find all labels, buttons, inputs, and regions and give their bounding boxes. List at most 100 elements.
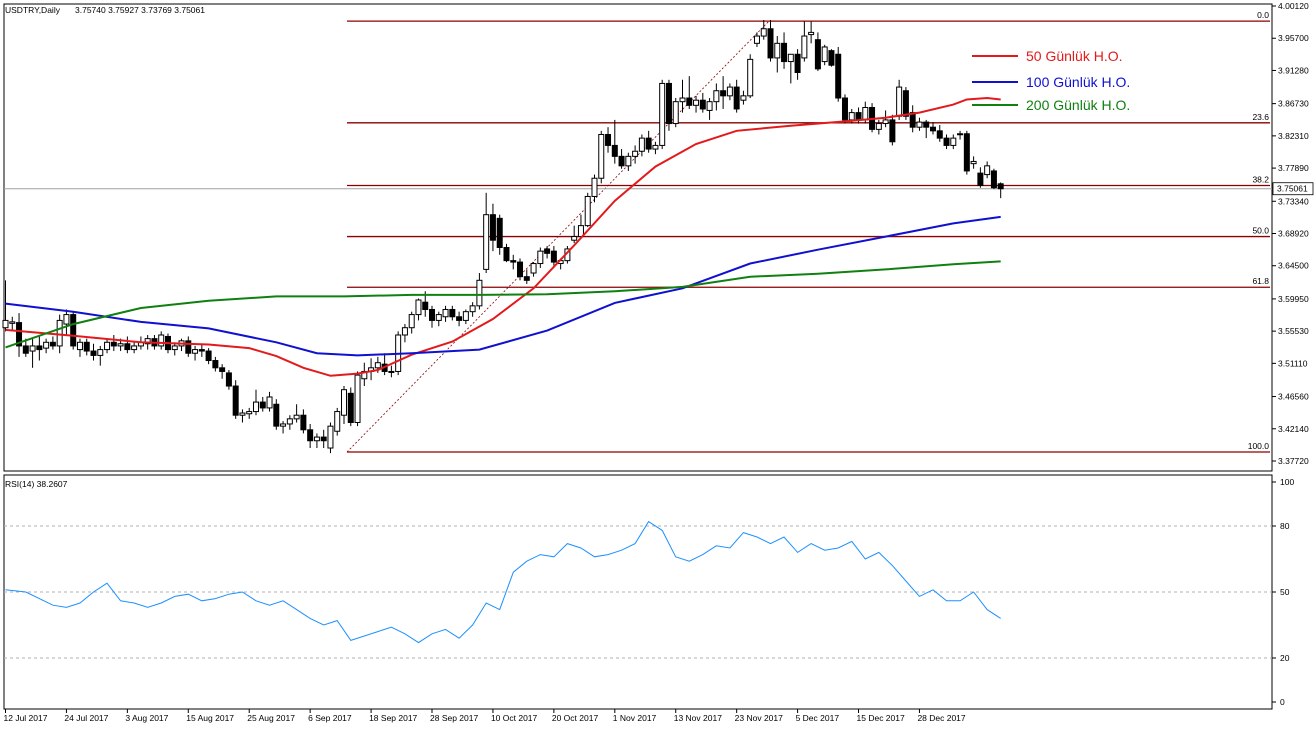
candle-body (672, 101, 679, 125)
candle-body (70, 314, 77, 347)
candle-body (22, 345, 29, 354)
candle-body (252, 401, 259, 413)
candle-body (374, 362, 381, 369)
candle-body (259, 401, 266, 409)
candle-body (760, 28, 767, 37)
y-tick-label: 3.68920 (1278, 229, 1309, 239)
candle-body (787, 53, 794, 63)
candle-body (936, 130, 943, 139)
candle-body (990, 170, 997, 189)
candle-body (550, 250, 557, 263)
candle-body (266, 396, 273, 409)
candle-body (821, 46, 828, 63)
candle-body (957, 133, 964, 136)
candle-body (591, 177, 598, 197)
candle-body (293, 414, 300, 420)
candle-body (517, 261, 524, 278)
candle-body (814, 39, 821, 70)
x-tick-label: 18 Sep 2017 (369, 713, 417, 723)
candle-body (36, 345, 43, 351)
candle-body (699, 99, 706, 110)
x-tick-label: 6 Sep 2017 (308, 713, 352, 723)
candle-body (16, 322, 23, 347)
rsi-line (5, 520, 1001, 644)
candle-body (645, 137, 652, 150)
candle-body (320, 436, 327, 442)
fibonacci-retracement[interactable]: 0.0 23.6 38.2 50.0 61.8 100.0 (4, 10, 1272, 453)
candle-body (225, 372, 232, 387)
rsi-y-tick-label: 50 (1280, 587, 1290, 597)
candle-body (56, 319, 63, 347)
candle-body (341, 389, 347, 416)
candle-body (841, 97, 848, 121)
candle-body (781, 42, 788, 63)
candle-body (496, 217, 503, 248)
candle-body (198, 349, 205, 352)
rsi-y-tick-label: 80 (1280, 521, 1290, 531)
candle-body (401, 327, 408, 336)
candle-body (449, 308, 456, 318)
candle-body (205, 350, 212, 362)
main-panel-border (3, 3, 1273, 472)
candle-body (462, 311, 469, 321)
candle-body (388, 370, 395, 373)
candle-body (747, 58, 754, 97)
candle-body (483, 214, 490, 270)
candle-body (929, 126, 936, 132)
candle-body (801, 35, 808, 59)
candle-body (706, 101, 713, 111)
candle-body (219, 367, 226, 372)
candle-body (408, 314, 415, 329)
candle-body (665, 82, 672, 125)
candle-body (192, 349, 199, 354)
candle-body (835, 53, 842, 99)
candle-body (632, 150, 639, 157)
candle-body (347, 392, 354, 424)
candle-body (442, 308, 449, 318)
fib-level-label: 50.0 (1252, 226, 1269, 236)
candle-body (29, 345, 36, 352)
candle-body (571, 236, 578, 241)
candle-body (693, 99, 700, 106)
candle-body (327, 425, 334, 449)
candle-body (970, 160, 977, 165)
candle-body (185, 340, 192, 354)
fib-level-label: 38.2 (1252, 175, 1269, 185)
candle-body (652, 144, 659, 150)
x-tick-label: 5 Dec 2017 (796, 713, 840, 723)
x-tick-label: 10 Oct 2017 (491, 713, 538, 723)
candle-body (875, 123, 882, 130)
candle-body (334, 411, 341, 432)
candle-body (679, 97, 686, 103)
y-tick-label: 3.46560 (1278, 392, 1309, 402)
candle-body (713, 90, 720, 103)
candle-body (9, 321, 16, 324)
legend: 50 Günlük H.O. 100 Günlük H.O. 200 Günlü… (972, 48, 1130, 113)
candle-body (997, 183, 1004, 190)
candle-body (984, 165, 991, 176)
candle-body (733, 86, 740, 110)
candle-body (537, 250, 544, 265)
candle-body (530, 263, 537, 274)
last-price-label: 3.75061 (1277, 184, 1308, 194)
candle-body (273, 403, 280, 427)
candle-body (158, 334, 165, 347)
candle-body (456, 316, 463, 321)
candle-body (124, 343, 131, 351)
candle-body (720, 90, 727, 97)
candle-body (354, 374, 361, 423)
fib-level-label: 0.0 (1257, 10, 1269, 20)
fib-level-label: 23.6 (1252, 112, 1269, 122)
candle-body (97, 349, 104, 356)
y-tick-label: 3.37720 (1278, 456, 1309, 466)
candle-body (280, 423, 287, 427)
candle-body (171, 345, 178, 351)
y-tick-label: 3.91280 (1278, 65, 1309, 75)
candle-body (848, 112, 855, 121)
candle-body (638, 137, 645, 152)
y-tick-label: 3.77890 (1278, 163, 1309, 173)
candle-body (286, 418, 293, 425)
candle-body (889, 119, 896, 143)
candle-body (489, 214, 496, 241)
candle-body (415, 299, 422, 316)
